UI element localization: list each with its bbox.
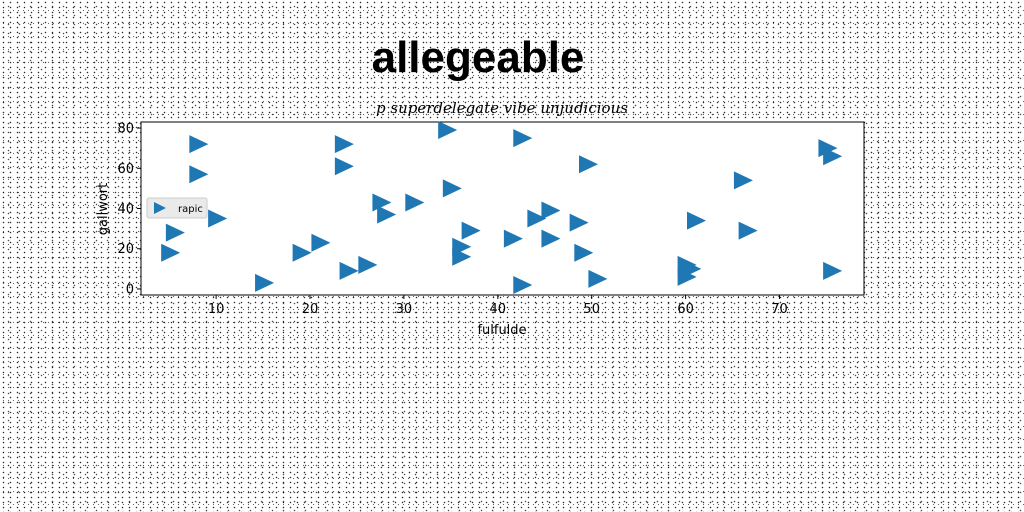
data-point-marker (541, 229, 561, 248)
data-point-marker (334, 135, 354, 154)
data-point-marker (311, 233, 331, 252)
data-point-marker (738, 221, 758, 240)
data-point-marker (588, 269, 608, 288)
chart-subtitle: p superdelegate vibe unjudicious (376, 99, 628, 117)
data-point-marker (442, 179, 462, 198)
data-point-marker (405, 193, 425, 212)
legend-box (146, 197, 208, 219)
data-point-marker (513, 275, 533, 294)
y-tick-label: 40 (117, 202, 134, 217)
x-tick-label: 40 (490, 302, 507, 317)
x-axis-label: fulfulde (477, 323, 526, 338)
data-point-marker (438, 121, 458, 140)
data-point-marker (823, 147, 843, 166)
data-point-marker (189, 135, 209, 154)
data-point-marker (682, 259, 702, 278)
data-point-marker (334, 157, 354, 176)
plot-area (140, 121, 865, 296)
data-point-marker (452, 247, 472, 266)
data-point-marker (574, 243, 594, 262)
data-point-marker (208, 209, 228, 228)
data-point-marker (823, 261, 843, 280)
data-point-marker (189, 165, 209, 184)
legend: rapic (146, 197, 208, 219)
data-point-marker (513, 129, 533, 148)
data-point-marker (165, 223, 185, 242)
x-tick-label: 60 (677, 302, 694, 317)
x-tick-label: 20 (302, 302, 319, 317)
data-markers (161, 121, 843, 294)
y-tick-label: 0 (126, 282, 134, 297)
data-point-marker (461, 221, 481, 240)
data-point-marker (569, 213, 589, 232)
y-tick-label: 20 (117, 242, 134, 257)
data-point-marker (527, 209, 547, 228)
x-axis: 10 20 30 40 50 60 70 (208, 295, 788, 317)
data-point-marker (686, 211, 706, 230)
y-axis-label: gallwort (96, 183, 111, 235)
y-tick-label: 80 (117, 122, 134, 137)
x-tick-label: 70 (771, 302, 788, 317)
legend-label: rapic (178, 204, 203, 215)
legend-marker (154, 202, 166, 214)
data-point-marker (358, 255, 378, 274)
data-point-marker (733, 171, 753, 190)
y-axis: 0 20 40 60 80 (117, 122, 141, 297)
data-point-marker (161, 243, 181, 262)
x-tick-label: 50 (583, 302, 600, 317)
chart-title: allegeable (372, 33, 585, 82)
data-point-marker (541, 201, 561, 220)
data-point-marker (377, 205, 397, 224)
data-point-marker (503, 229, 523, 248)
x-tick-label: 10 (208, 302, 225, 317)
y-tick-label: 60 (117, 162, 134, 177)
data-point-marker (255, 273, 275, 292)
data-point-marker (339, 261, 359, 280)
x-tick-label: 30 (396, 302, 413, 317)
data-point-marker (292, 243, 312, 262)
data-point-marker (579, 155, 599, 174)
